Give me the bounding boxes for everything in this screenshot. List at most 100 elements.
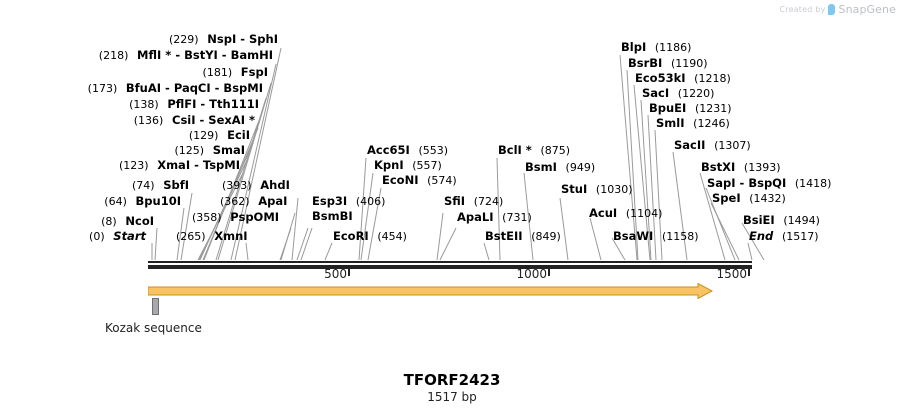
site-label-1104[interactable]: AcuI (1104) (589, 206, 662, 221)
site-label-362[interactable]: (362) ApaI (220, 194, 288, 209)
site-position-949: (949) (565, 161, 596, 174)
site-label-1494[interactable]: BsiEI (1494) (743, 213, 820, 228)
site-enzymes-362: ApaI (258, 194, 288, 208)
site-enzymes-181: FspI (240, 65, 268, 79)
site-position-362: (362) (220, 195, 250, 208)
site-label-1393[interactable]: BstXI (1393) (701, 161, 781, 175)
site-label-406[interactable]: Esp3I (406) (312, 194, 385, 209)
site-position-358: (358) (192, 211, 222, 224)
site-label-875[interactable]: BclI * (875) (498, 144, 571, 158)
site-label-125[interactable]: (125) SmaI (0, 143, 245, 158)
site-label-218[interactable]: (218) MflI * - BstYI - BamHI (0, 49, 273, 63)
site-label-849[interactable]: BstEII (849) (485, 229, 561, 244)
site-label-949[interactable]: BsmI (949) (525, 161, 596, 175)
site-label-1432[interactable]: SpeI (1432) (712, 191, 786, 206)
site-label-553[interactable]: Acc65I (553) (367, 144, 449, 158)
site-enzymes-1517: End (749, 229, 774, 243)
site-label-129[interactable]: (129) EciI (0, 129, 250, 143)
site-enzyme-esp3i: Esp3I (312, 194, 348, 208)
site-position-1218: (1218) (694, 72, 731, 85)
site-enzymes-125: SmaI (212, 143, 245, 157)
axis-tick-label-1500: 1500 (716, 267, 747, 281)
site-label-454[interactable]: EcoRI (454) (333, 230, 407, 244)
site-label-8[interactable]: (8) NcoI (0, 215, 154, 229)
axis-tick-label-1000: 1000 (516, 267, 547, 281)
site-position-1158: (1158) (662, 230, 699, 243)
site-label-393[interactable]: (393) AhdI (222, 179, 290, 193)
site-position-125: (125) (174, 144, 205, 157)
site-label-123[interactable]: (123) XmaI - TspMI (0, 159, 240, 173)
site-label-1246[interactable]: SmlI (1246) (656, 116, 730, 131)
site-position-454: (454) (377, 230, 407, 243)
site-label-731[interactable]: ApaLI (731) (457, 211, 532, 225)
site-enzymes-1418: SapI - BspQI (707, 176, 787, 190)
site-position-1494: (1494) (783, 214, 820, 227)
site-position-574: (574) (427, 174, 457, 187)
site-enzymes-849: BstEII (485, 229, 523, 243)
site-enzymes-1231: BpuEI (649, 101, 687, 115)
sequence-backbone-main (148, 265, 752, 269)
site-label-557[interactable]: KpnI (557) (374, 158, 442, 173)
site-enzyme-bsmbi: BsmBI (312, 209, 353, 223)
site-position-64: (64) (104, 195, 127, 208)
site-label-229[interactable]: (229) NspI - SphI (0, 33, 278, 47)
site-position-724: (724) (473, 195, 504, 208)
site-position-123: (123) (118, 159, 149, 172)
site-enzymes-1030: StuI (561, 182, 588, 196)
site-label-406-second[interactable]: BsmBI (312, 210, 353, 223)
site-enzymes-74: SbfI (163, 178, 189, 192)
site-label-0[interactable]: (0) Start (0, 230, 146, 244)
site-position-74: (74) (131, 179, 155, 192)
site-label-1218[interactable]: Eco53kI (1218) (635, 71, 731, 86)
kozak-sequence-feature[interactable] (152, 298, 159, 315)
site-label-64[interactable]: (64) Bpu10I (0, 195, 181, 209)
site-label-1190[interactable]: BsrBI (1190) (628, 56, 708, 71)
site-enzymes-1190: BsrBI (628, 56, 663, 70)
site-position-129: (129) (188, 129, 219, 142)
site-enzymes-574: EcoNI (382, 173, 419, 187)
site-label-358[interactable]: (358) PspOMI (192, 211, 279, 225)
site-position-1190: (1190) (670, 57, 708, 70)
site-label-181[interactable]: (181) FspI (0, 65, 268, 80)
axis-tick-1000 (548, 267, 550, 276)
site-label-1231[interactable]: BpuEI (1231) (649, 101, 732, 116)
site-enzymes-724: SfiI (444, 194, 466, 208)
site-label-136[interactable]: (136) CsiI - SexAI * (0, 114, 255, 128)
site-enzymes-1220: SacI (642, 86, 670, 100)
site-enzymes-557: KpnI (374, 158, 404, 172)
site-position-553: (553) (418, 144, 449, 157)
site-position-1220: (1220) (677, 87, 715, 100)
site-position-173: (173) (87, 82, 118, 95)
site-label-1307[interactable]: SacII (1307) (674, 139, 751, 153)
site-position-1418: (1418) (794, 177, 832, 190)
orf-feature-arrow[interactable] (147, 282, 714, 300)
site-enzymes-1432: SpeI (712, 191, 741, 205)
site-label-173[interactable]: (173) BfuAI - PaqCI - BspMI (0, 82, 263, 96)
site-label-1418[interactable]: SapI - BspQI (1418) (707, 176, 832, 191)
page-title: TFORF2423 (403, 371, 501, 389)
site-label-74[interactable]: (74) SbfI (0, 178, 189, 193)
site-label-1186[interactable]: BlpI (1186) (621, 41, 691, 55)
site-label-138[interactable]: (138) PflFI - Tth111I (0, 98, 259, 112)
site-position-1030: (1030) (595, 183, 633, 196)
site-label-1158[interactable]: BsaWI (1158) (613, 229, 699, 244)
site-position-229: (229) (169, 33, 199, 46)
site-position-1231: (1231) (694, 102, 732, 115)
site-label-1220[interactable]: SacI (1220) (642, 86, 715, 101)
site-position-557: (557) (412, 159, 442, 172)
site-enzymes-1494: BsiEI (743, 213, 775, 227)
site-position-875: (875) (540, 144, 571, 157)
site-position-136: (136) (133, 114, 164, 127)
site-label-724[interactable]: SfiI (724) (444, 194, 504, 209)
site-label-1517[interactable]: End (1517) (749, 229, 819, 244)
site-label-574[interactable]: EcoNI (574) (382, 173, 457, 188)
site-enzymes-1104: AcuI (589, 206, 618, 220)
site-enzymes-1246: SmlI (656, 116, 685, 130)
snapgene-logo-icon (828, 4, 836, 15)
site-label-1030[interactable]: StuI (1030) (561, 182, 633, 197)
site-enzymes-1158: BsaWI (613, 229, 654, 243)
site-position-731: (731) (502, 211, 532, 224)
site-enzymes-1218: Eco53kI (635, 71, 686, 85)
site-label-265[interactable]: (265) XmnI (176, 230, 248, 244)
